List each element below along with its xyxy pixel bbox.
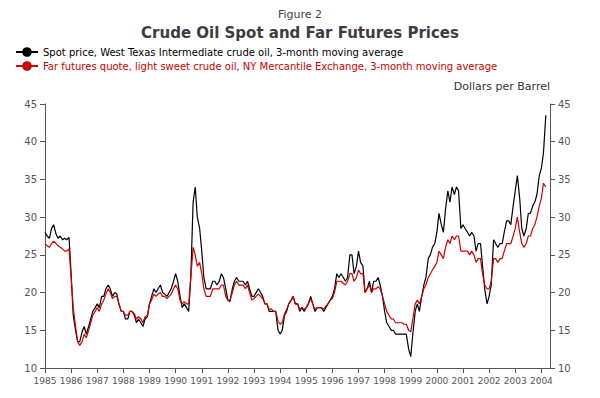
svg-text:1988: 1988 (112, 376, 135, 386)
svg-text:2004: 2004 (530, 376, 553, 386)
svg-text:2003: 2003 (504, 376, 527, 386)
svg-text:15: 15 (24, 325, 37, 336)
svg-text:20: 20 (24, 287, 37, 298)
svg-text:2002: 2002 (478, 376, 501, 386)
svg-text:1999: 1999 (399, 376, 422, 386)
svg-text:1989: 1989 (138, 376, 161, 386)
svg-text:35: 35 (24, 174, 37, 185)
svg-text:2000: 2000 (425, 376, 448, 386)
svg-text:1990: 1990 (164, 376, 187, 386)
svg-text:25: 25 (558, 249, 571, 260)
svg-text:35: 35 (558, 174, 571, 185)
svg-text:1985: 1985 (34, 376, 57, 386)
svg-text:Crude Oil Spot and Far Futures: Crude Oil Spot and Far Futures Prices (141, 24, 459, 42)
svg-text:1993: 1993 (243, 376, 266, 386)
svg-text:30: 30 (24, 212, 37, 223)
svg-text:25: 25 (24, 249, 37, 260)
svg-text:1996: 1996 (321, 376, 344, 386)
svg-text:1995: 1995 (295, 376, 318, 386)
svg-text:1991: 1991 (190, 376, 213, 386)
svg-text:1987: 1987 (86, 376, 109, 386)
svg-text:Figure 2: Figure 2 (278, 8, 322, 21)
svg-text:30: 30 (558, 212, 571, 223)
svg-text:1994: 1994 (269, 376, 292, 386)
svg-text:1986: 1986 (60, 376, 83, 386)
svg-text:1997: 1997 (347, 376, 370, 386)
svg-text:45: 45 (558, 99, 571, 110)
svg-text:20: 20 (558, 287, 571, 298)
svg-text:1998: 1998 (373, 376, 396, 386)
svg-text:Dollars per Barrel: Dollars per Barrel (454, 80, 550, 93)
svg-text:10: 10 (558, 363, 571, 374)
svg-text:Spot price, West Texas Interme: Spot price, West Texas Intermediate crud… (43, 47, 403, 58)
svg-text:10: 10 (24, 363, 37, 374)
svg-text:40: 40 (24, 136, 37, 147)
svg-text:1992: 1992 (216, 376, 239, 386)
svg-text:2001: 2001 (452, 376, 475, 386)
svg-text:15: 15 (558, 325, 571, 336)
svg-text:45: 45 (24, 99, 37, 110)
svg-text:Far futures quote, light sweet: Far futures quote, light sweet crude oil… (43, 61, 497, 72)
svg-text:40: 40 (558, 136, 571, 147)
